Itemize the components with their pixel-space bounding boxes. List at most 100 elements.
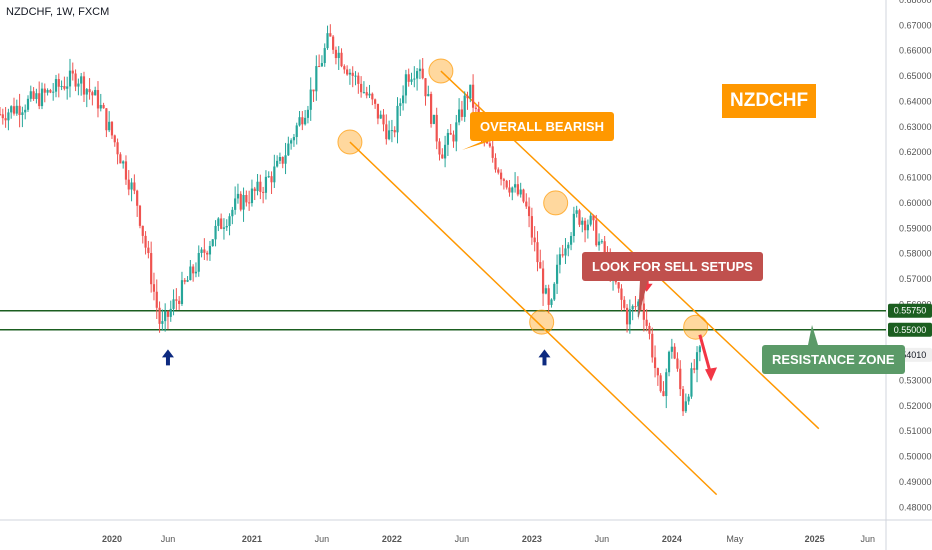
candle-body [648, 325, 651, 334]
candle-body [119, 154, 122, 164]
candle-body [376, 103, 380, 119]
candle-body [315, 66, 318, 92]
candle-body [670, 346, 673, 352]
candle-body [351, 72, 354, 76]
candle-body [267, 176, 270, 178]
candle-body [158, 307, 161, 324]
candle-body [360, 83, 363, 93]
candle-body [572, 213, 575, 237]
candle-body [85, 89, 88, 95]
candle-body [43, 88, 46, 93]
candle-body [457, 109, 461, 123]
candle-body [259, 181, 262, 192]
candle-body [46, 90, 49, 93]
price-label-bg [888, 322, 932, 337]
candle-body [695, 352, 699, 370]
candle-body [292, 137, 296, 141]
candle-body [312, 89, 315, 92]
candle-body [88, 89, 91, 93]
candle-body [511, 187, 514, 193]
candle-body [124, 161, 128, 180]
candle-body [662, 391, 665, 397]
candle-body [617, 282, 620, 289]
y-tick-label: 0.58000 [899, 249, 932, 259]
y-tick-label: 0.50000 [899, 452, 932, 462]
candle-body [575, 210, 578, 214]
candle-body [578, 210, 581, 225]
candle-body [172, 299, 175, 309]
candle-body [334, 49, 338, 59]
candle-body [253, 188, 256, 192]
candle-body [150, 253, 153, 285]
candle-body [175, 299, 178, 301]
candle-body [49, 90, 52, 93]
candle-body [248, 202, 251, 204]
candle-body [155, 291, 158, 308]
y-tick-label: 0.57000 [899, 274, 932, 284]
candle-body [645, 319, 648, 326]
candle-body [407, 74, 410, 82]
candle-body [38, 93, 41, 107]
candle-body [561, 254, 564, 256]
candle-body [318, 66, 321, 68]
price-label-bg [888, 303, 932, 318]
candle-body [471, 84, 475, 108]
candle-body [443, 144, 447, 159]
y-tick-label: 0.48000 [899, 502, 932, 512]
candle-body [673, 346, 676, 359]
candle-body [217, 218, 220, 226]
candle-body [382, 114, 385, 125]
candle-body [371, 93, 374, 100]
candle-body [553, 283, 556, 300]
candle-body [430, 93, 433, 124]
y-tick-label: 0.53000 [899, 375, 932, 385]
candle-body [581, 220, 584, 225]
candle-body [1, 114, 4, 119]
candle-body [558, 254, 561, 265]
candle-body [105, 108, 108, 131]
x-tick-label: 2025 [805, 534, 825, 544]
y-tick-label: 0.67000 [899, 20, 932, 30]
x-tick-label: Jun [861, 534, 876, 544]
candle-body [402, 95, 405, 104]
candle-body [24, 109, 27, 113]
y-tick-label: 0.60000 [899, 198, 932, 208]
candle-body [634, 306, 637, 308]
candle-body [555, 264, 559, 284]
candle-body [418, 68, 422, 72]
title-badge: NZDCHF [722, 84, 817, 118]
candle-body [141, 225, 144, 236]
candle-body [54, 79, 58, 92]
candle-body [304, 117, 307, 125]
candle-body [388, 130, 391, 140]
x-tick-label: 2023 [522, 534, 542, 544]
candle-body [343, 66, 346, 70]
candle-body [424, 78, 427, 97]
candle-body [278, 156, 282, 161]
candle-body [569, 236, 573, 245]
channel-lower-line [349, 141, 718, 496]
candle-body [80, 76, 83, 84]
candle-body [147, 247, 150, 254]
candle-body [693, 368, 696, 370]
highlight-circle [543, 190, 569, 216]
candle-body [323, 48, 326, 64]
candle-body [592, 215, 595, 221]
candle-body [214, 225, 217, 240]
bearish-label-pointer [462, 138, 500, 150]
candle-body [287, 143, 290, 156]
candle-body [550, 299, 553, 305]
candle-body [466, 95, 469, 99]
candle-body [91, 92, 94, 96]
candle-body [99, 104, 102, 109]
x-tick-label: Jun [315, 534, 330, 544]
candle-body [108, 121, 111, 131]
candle-body [220, 218, 223, 229]
candle-body [525, 201, 528, 207]
candle-body [192, 266, 195, 274]
candle-body [26, 98, 30, 110]
candle-body [494, 157, 497, 170]
candle-body [15, 105, 18, 114]
candle-body [631, 306, 634, 310]
